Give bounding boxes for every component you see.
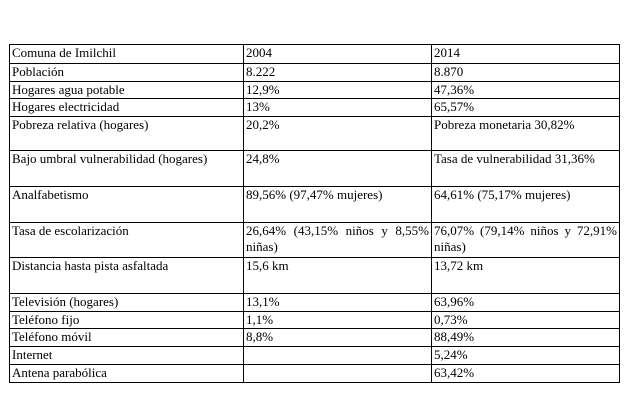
table-cell: Pobreza monetaria 30,82% bbox=[431, 116, 620, 151]
table-row: Televisión (hogares) 13,1% 63,96% bbox=[9, 293, 620, 312]
table-body: Comuna de Imilchil 2004 2014 Población 8.222… bbox=[9, 44, 620, 383]
table-cell: 88,49% bbox=[431, 328, 620, 347]
table-row: Bajo umbral vulnerabilidad (hogares) 24,8… bbox=[9, 150, 620, 187]
table-cell: 64,61% (75,17% mujeres) bbox=[431, 186, 620, 223]
table-cell: Distancia hasta pista asfaltada bbox=[9, 257, 244, 294]
table-cell: 5,24% bbox=[431, 346, 620, 365]
table-cell: Hogares electricidad bbox=[9, 98, 244, 117]
table-row: Teléfono fijo 1,1% 0,73% bbox=[9, 311, 620, 329]
table-cell: 89,56% (97,47% mujeres) bbox=[243, 186, 432, 223]
table-row: Comuna de Imilchil 2004 2014 bbox=[9, 44, 620, 64]
table-cell: 65,57% bbox=[431, 98, 620, 117]
table-cell: 13,72 km bbox=[431, 257, 620, 294]
table-cell: Tasa de vulnerabilidad 31,36% bbox=[431, 150, 620, 187]
table-row: Teléfono móvil 8,8% 88,49% bbox=[9, 328, 620, 347]
table-cell: 2004 bbox=[243, 44, 432, 64]
table-cell: Hogares agua potable bbox=[9, 81, 244, 99]
table-cell: Internet bbox=[9, 346, 244, 365]
table-row: Antena parabólica 63,42% bbox=[9, 364, 620, 383]
table-cell: Tasa de escolarización bbox=[9, 222, 244, 258]
table-row: Hogares electricidad 13% 65,57% bbox=[9, 98, 620, 117]
table-cell: 47,36% bbox=[431, 81, 620, 99]
table-cell: 8.222 bbox=[243, 63, 432, 82]
table-row: Distancia hasta pista asfaltada 15,6 km 13… bbox=[9, 257, 620, 294]
table-cell: 12,9% bbox=[243, 81, 432, 99]
table-cell: 15,6 km bbox=[243, 257, 432, 294]
table-cell: 8,8% bbox=[243, 328, 432, 347]
table-cell bbox=[243, 346, 432, 365]
data-table: Comuna de Imilchil 2004 2014 Población 8.222… bbox=[9, 44, 620, 383]
table-cell: Comuna de Imilchil bbox=[9, 44, 244, 64]
table-row: Pobreza relativa (hogares) 20,2% Pobreza m… bbox=[9, 116, 620, 151]
table-cell: Bajo umbral vulnerabilidad (hogares) bbox=[9, 150, 244, 187]
table-cell: 13% bbox=[243, 98, 432, 117]
table-cell: 63,42% bbox=[431, 364, 620, 383]
table-cell: Pobreza relativa (hogares) bbox=[9, 116, 244, 151]
table-cell: Teléfono móvil bbox=[9, 328, 244, 347]
table-cell: 24,8% bbox=[243, 150, 432, 187]
table-row: Analfabetismo 89,56% (97,47% mujeres) 64,6… bbox=[9, 186, 620, 223]
table-cell: 63,96% bbox=[431, 293, 620, 312]
table-cell: 20,2% bbox=[243, 116, 432, 151]
table-cell: 2014 bbox=[431, 44, 620, 64]
table-cell: Población bbox=[9, 63, 244, 82]
table-cell: Antena parabólica bbox=[9, 364, 244, 383]
table-cell: Televisión (hogares) bbox=[9, 293, 244, 312]
table-row: Hogares agua potable 12,9% 47,36% bbox=[9, 81, 620, 99]
table-cell: 0,73% bbox=[431, 311, 620, 329]
table-cell bbox=[243, 364, 432, 383]
table-cell: 1,1% bbox=[243, 311, 432, 329]
table-cell: 13,1% bbox=[243, 293, 432, 312]
table-cell: 26,64% (43,15% niños y 8,55% niñas) bbox=[243, 222, 432, 258]
table-cell: Analfabetismo bbox=[9, 186, 244, 223]
table-cell: 8.870 bbox=[431, 63, 620, 82]
table-cell: 76,07% (79,14% niños y 72,91% niñas) bbox=[431, 222, 620, 258]
table-cell: Teléfono fijo bbox=[9, 311, 244, 329]
table-row: Población 8.222 8.870 bbox=[9, 63, 620, 82]
table-row: Internet 5,24% bbox=[9, 346, 620, 365]
table-row: Tasa de escolarización 26,64% (43,15% niñ… bbox=[9, 222, 620, 258]
